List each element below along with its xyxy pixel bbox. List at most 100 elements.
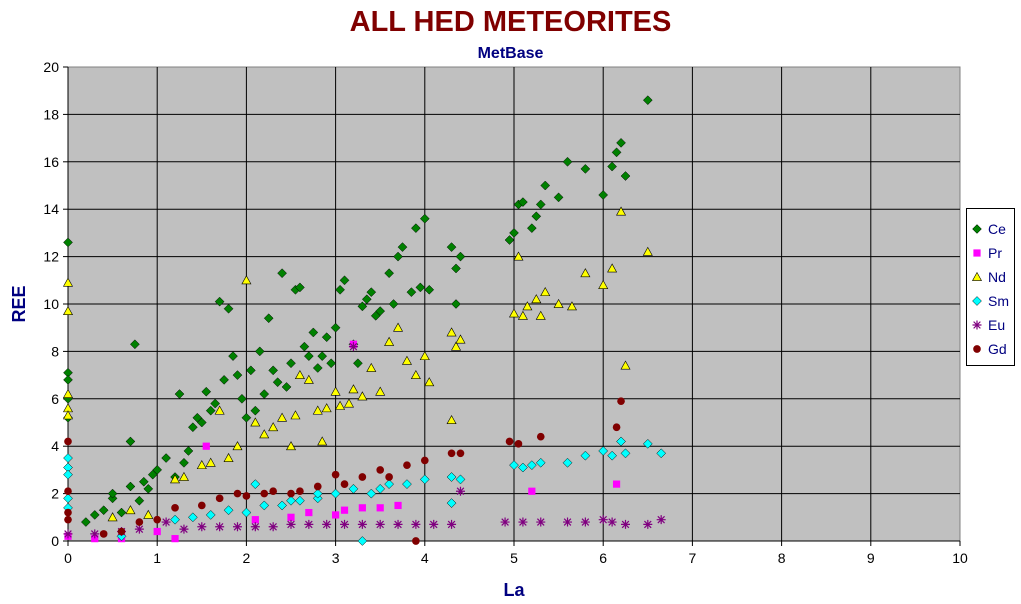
point-gd <box>171 503 179 512</box>
point-ce <box>299 341 310 352</box>
point-ce <box>232 370 243 380</box>
point-eu <box>455 486 465 496</box>
chart-title: ALL HED METEORITES <box>349 6 672 38</box>
legend-marker-diamond <box>972 296 982 306</box>
point-ce <box>116 507 127 518</box>
point-ce <box>326 358 336 369</box>
chart-subtitle: MetBase <box>477 45 544 62</box>
point-gd <box>331 470 340 479</box>
point-ce <box>616 137 626 148</box>
point-nd <box>401 355 412 365</box>
point-gd <box>447 449 456 458</box>
point-pr <box>358 504 366 512</box>
legend-marker-triangle <box>971 271 983 281</box>
point-eu <box>357 519 367 529</box>
x-tick-label: 7 <box>689 550 697 566</box>
point-ce <box>535 199 546 210</box>
point-nd <box>620 360 631 370</box>
point-sm <box>616 436 626 447</box>
point-eu <box>250 522 260 532</box>
series-eu <box>63 342 666 539</box>
x-tick-label: 1 <box>153 550 161 566</box>
point-ce <box>205 405 216 416</box>
point-nd <box>62 410 74 420</box>
point-nd <box>214 405 225 415</box>
point-pr <box>287 513 295 521</box>
point-eu <box>656 515 666 525</box>
point-nd <box>553 298 564 308</box>
point-ce <box>277 268 287 279</box>
point-ce <box>406 287 417 298</box>
point-eu <box>286 519 296 529</box>
point-ce <box>272 377 283 388</box>
point-ce <box>196 417 207 428</box>
point-pr <box>394 501 402 510</box>
point-ce <box>134 495 145 506</box>
legend: Ce Pr Nd Sm Eu Gd <box>966 208 1015 366</box>
point-pr <box>340 506 349 514</box>
point-sm <box>63 453 73 463</box>
point-sm <box>384 479 394 489</box>
point-eu <box>447 519 457 529</box>
point-gd <box>456 449 465 458</box>
point-nd <box>642 246 653 256</box>
x-axis-ticks: 0 1 2 3 4 5 6 7 8 9 10 <box>64 541 968 566</box>
point-nd <box>419 351 430 361</box>
point-ce <box>518 197 528 207</box>
point-ce <box>397 242 408 252</box>
point-nd <box>455 334 466 344</box>
point-nd <box>366 362 377 372</box>
point-nd <box>375 386 386 396</box>
y-axis-title: REE <box>9 285 29 322</box>
point-nd <box>277 412 288 422</box>
point-gd <box>233 489 242 498</box>
point-ce <box>268 365 279 376</box>
x-tick-label: 8 <box>778 550 786 566</box>
point-gd <box>296 487 304 496</box>
point-gd <box>313 482 322 491</box>
point-ce <box>125 481 136 492</box>
point-nd <box>290 410 301 420</box>
x-tick-label: 10 <box>952 550 968 566</box>
point-gd <box>135 518 144 526</box>
point-sm <box>656 448 667 459</box>
point-ce <box>642 95 653 106</box>
point-eu <box>563 517 573 527</box>
point-eu <box>607 517 617 527</box>
point-sm <box>518 462 528 473</box>
point-nd <box>535 310 546 320</box>
point-ce <box>335 284 345 295</box>
point-eu <box>304 519 314 529</box>
x-tick-label: 3 <box>332 550 340 566</box>
point-eu <box>134 524 144 534</box>
point-gd <box>514 440 523 448</box>
point-nd <box>540 287 551 297</box>
point-ce <box>455 251 466 262</box>
y-tick-label: 14 <box>43 201 59 217</box>
point-gd <box>287 489 295 498</box>
point-ce <box>607 161 617 172</box>
point-gd <box>403 461 411 469</box>
point-eu <box>598 515 608 525</box>
point-gd <box>153 515 162 524</box>
y-tick-label: 6 <box>51 391 59 407</box>
point-gd <box>420 456 429 465</box>
point-eu <box>179 524 189 534</box>
point-nd <box>513 251 524 261</box>
point-ce <box>451 299 461 309</box>
point-ce <box>259 389 270 399</box>
point-eu <box>429 519 439 529</box>
legend-label: Pr <box>988 245 1002 261</box>
x-tick-label: 0 <box>64 550 72 566</box>
point-sm <box>535 457 546 468</box>
point-ce <box>263 313 274 324</box>
point-pr <box>91 535 99 543</box>
point-nd <box>343 398 354 408</box>
x-tick-label: 9 <box>867 550 875 566</box>
point-sm <box>286 495 296 506</box>
point-gd <box>99 530 108 538</box>
point-gd <box>412 537 420 545</box>
point-nd <box>62 388 74 398</box>
point-nd <box>508 308 520 318</box>
